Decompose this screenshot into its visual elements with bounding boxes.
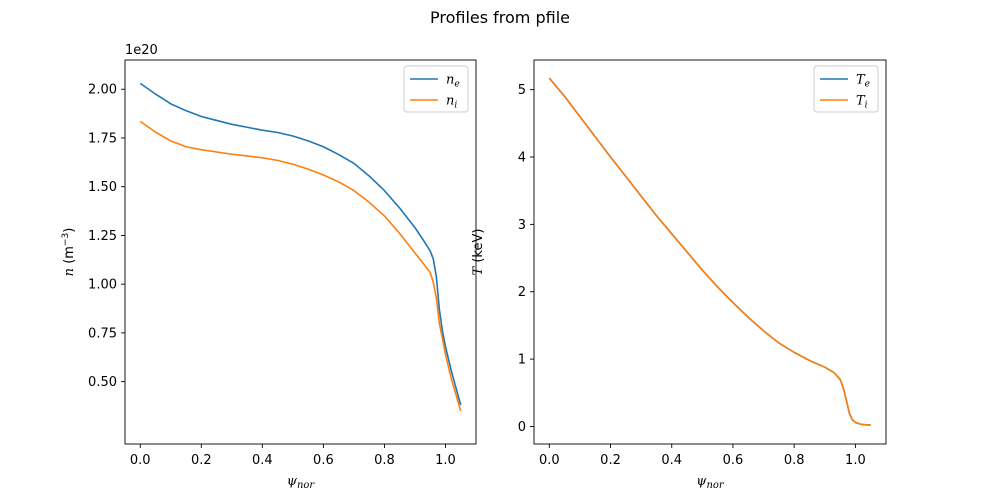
series-line-n-e xyxy=(139,82,462,406)
axes-frame xyxy=(533,59,887,445)
x-tick-label: 0.4 xyxy=(661,453,682,468)
legend: Te Ti xyxy=(813,65,879,113)
y-tick-label: 1 xyxy=(518,353,526,368)
x-tick-label: 1.0 xyxy=(845,453,866,468)
y-tick-label: 3 xyxy=(518,218,526,233)
x-axis-label: ψnor xyxy=(696,474,725,491)
x-tick-label: 0.0 xyxy=(130,453,151,468)
x-tick-label: 0.4 xyxy=(252,453,273,468)
y-tick-label: 5 xyxy=(518,83,526,98)
y-tick-label: 1.25 xyxy=(88,229,117,244)
y-tick-label: 2.00 xyxy=(88,83,117,98)
y-tick-label: 2 xyxy=(518,285,526,300)
legend: ne ni xyxy=(403,65,469,113)
x-axis-label: ψnor xyxy=(287,474,316,491)
chart-panel-1: 0.0 0.2 0.4 0.6 0.8 1.0 0.50 0.75 1.00 1.25 1.50 1.… xyxy=(61,43,477,491)
y-tick-label: 4 xyxy=(518,151,526,166)
x-tick-label: 0.2 xyxy=(191,453,212,468)
y-tick-label: 0.75 xyxy=(88,326,117,341)
series-line-T-e xyxy=(548,77,871,426)
legend-label: ne xyxy=(446,73,460,90)
x-tick-label: 0.8 xyxy=(374,453,395,468)
x-tick-label: 0.6 xyxy=(313,453,334,468)
y-tick-label: 0.50 xyxy=(88,375,117,390)
legend-label: Ti xyxy=(856,94,868,111)
y-tick-label: 1.50 xyxy=(88,180,117,195)
chart-panel-2: 0.0 0.2 0.4 0.6 0.8 1.0 0 1 2 3 4 5 ψnor T (keV) Te Ti xyxy=(471,59,887,491)
x-tick-label: 1.0 xyxy=(435,453,456,468)
y-axis-label: T (keV) xyxy=(471,229,486,276)
axes-frame xyxy=(124,59,477,445)
series-line-n-i xyxy=(139,120,462,412)
y-tick-label: 1.75 xyxy=(88,131,117,146)
y-tick-label: 0 xyxy=(518,420,526,435)
x-tick-label: 0.0 xyxy=(539,453,560,468)
series-line-T-i xyxy=(548,77,871,426)
x-tick-label: 0.8 xyxy=(784,453,805,468)
legend-label: Te xyxy=(856,73,870,90)
y-tick-label: 1.00 xyxy=(88,278,117,293)
y-offset-text: 1e20 xyxy=(125,43,158,58)
legend-label: ni xyxy=(446,94,457,111)
x-tick-label: 0.2 xyxy=(600,453,621,468)
figure-title: Profiles from pfile xyxy=(429,8,570,27)
x-tick-label: 0.6 xyxy=(723,453,744,468)
y-axis-label: n (m−3) xyxy=(61,228,77,277)
